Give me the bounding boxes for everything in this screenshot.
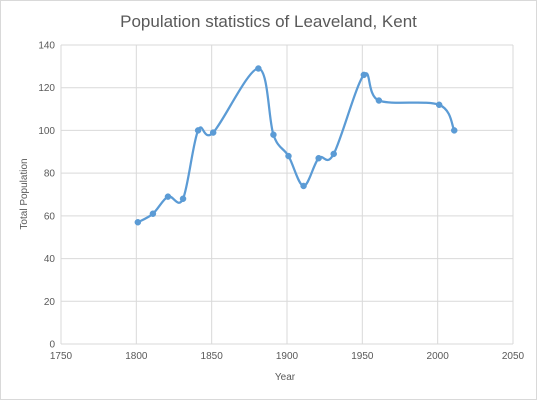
y-tick-label: 40	[44, 254, 56, 265]
series-line	[136, 67, 456, 224]
data-point-1901	[285, 152, 292, 160]
data-point-1951	[360, 71, 368, 79]
x-tick-label: 2000	[427, 351, 450, 362]
data-point-1841	[194, 127, 202, 134]
x-tick-label: 1750	[50, 351, 73, 362]
data-point-1801	[134, 219, 142, 226]
gridlines	[60, 44, 514, 345]
x-axis-title: Year	[275, 372, 296, 383]
x-tick-label: 1900	[276, 351, 299, 362]
series-layer	[134, 65, 458, 226]
data-point-1821	[164, 193, 172, 200]
data-point-1921	[315, 154, 322, 162]
x-tick-label: 1850	[201, 351, 224, 362]
chart-title: Population statistics of Leaveland, Kent	[120, 12, 417, 31]
data-point-1811	[149, 210, 157, 217]
tick-labels: 0 20 40 60 80 100 120 140 1750 1800 1850 1900 1950 20…	[38, 41, 524, 363]
data-point-1931	[330, 150, 337, 158]
x-tick-label: 1800	[125, 351, 148, 362]
y-tick-label: 20	[44, 297, 56, 308]
x-tick-label: 2050	[502, 351, 525, 362]
y-tick-label: 100	[38, 126, 55, 137]
y-tick-label: 0	[49, 340, 55, 351]
y-tick-label: 80	[44, 169, 56, 180]
data-point-1851	[209, 129, 217, 136]
y-tick-label: 60	[44, 211, 56, 222]
data-point-1881	[255, 65, 262, 72]
data-point-1961	[375, 97, 383, 104]
y-tick-label: 140	[38, 41, 55, 52]
y-tick-label: 120	[38, 83, 55, 94]
y-axis-title: Total Population	[19, 158, 30, 229]
data-point-2011	[450, 127, 458, 134]
data-point-1891	[270, 131, 277, 138]
data-point-1831	[179, 195, 187, 203]
x-tick-label: 1950	[351, 351, 374, 362]
data-point-2001	[435, 101, 443, 109]
data-point-1911	[300, 182, 307, 190]
